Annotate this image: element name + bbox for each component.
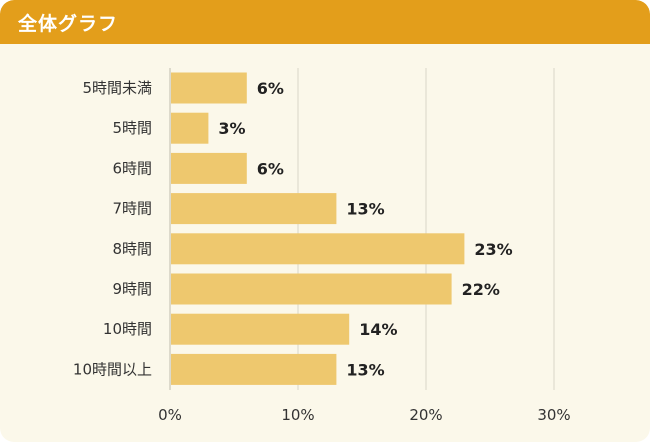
data-label: 3% — [218, 119, 245, 138]
bar — [171, 353, 337, 385]
data-label: 22% — [462, 280, 500, 299]
data-label: 14% — [359, 320, 397, 339]
bar — [171, 72, 247, 104]
x-tick-label: 0% — [158, 406, 182, 424]
bar — [171, 273, 452, 305]
category-label: 10時間以上 — [73, 360, 152, 378]
category-label: 7時間 — [112, 200, 152, 218]
bar — [171, 193, 337, 225]
data-label: 13% — [346, 200, 384, 219]
data-label: 13% — [346, 360, 384, 379]
category-label: 6時間 — [112, 159, 152, 177]
category-label: 5時間 — [112, 119, 152, 137]
data-label: 6% — [257, 79, 284, 98]
bar — [171, 152, 247, 184]
category-label: 8時間 — [112, 240, 152, 258]
card-header: 全体グラフ — [0, 0, 650, 44]
category-label: 5時間未満 — [82, 79, 152, 97]
data-label: 23% — [474, 240, 512, 259]
x-tick-label: 10% — [281, 406, 314, 424]
data-label: 6% — [257, 159, 284, 178]
x-tick-label: 30% — [537, 406, 570, 424]
bar — [171, 313, 350, 345]
x-tick-label: 20% — [409, 406, 442, 424]
bar — [171, 112, 209, 144]
chart-title: 全体グラフ — [18, 13, 119, 35]
bar — [171, 233, 465, 265]
category-label: 10時間 — [103, 320, 152, 338]
category-label: 9時間 — [112, 280, 152, 298]
